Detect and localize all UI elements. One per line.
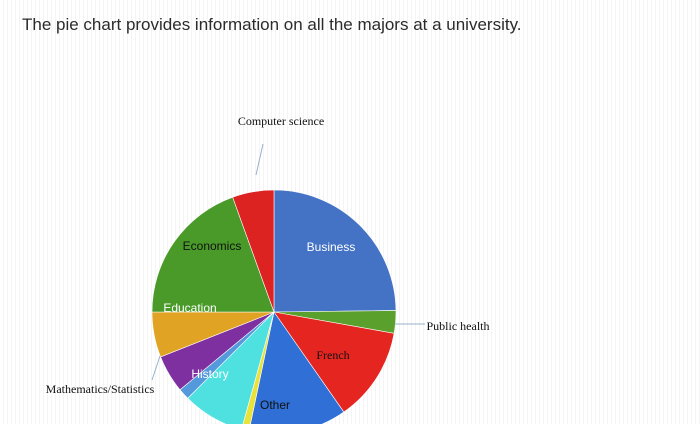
- slice-business: [273, 189, 397, 313]
- leader-line-mathematics-statistics: [151, 355, 161, 381]
- slice-computer-science: [232, 189, 275, 313]
- leader-lines: [151, 143, 425, 381]
- slice-economics: [151, 196, 275, 313]
- label-business: Business: [307, 240, 356, 254]
- pie-slices: [151, 189, 397, 424]
- label-history: History: [191, 367, 228, 381]
- label-mathematics-statistics: Mathematics/Statistics: [46, 382, 155, 396]
- slice-other: [250, 311, 345, 424]
- slice-labels: Business Public health French Other History M…: [46, 114, 490, 412]
- label-public-health: Public health: [427, 319, 490, 333]
- label-computer-science: Computer science: [238, 114, 324, 128]
- question-text: The pie chart provides information on al…: [22, 15, 522, 34]
- label-economics: Economics: [183, 239, 242, 253]
- leader-line-computer-science: [255, 143, 264, 176]
- label-french: French: [316, 348, 349, 362]
- slice-french: [273, 311, 395, 413]
- label-other: Other: [260, 398, 290, 412]
- label-education: Education: [163, 301, 216, 315]
